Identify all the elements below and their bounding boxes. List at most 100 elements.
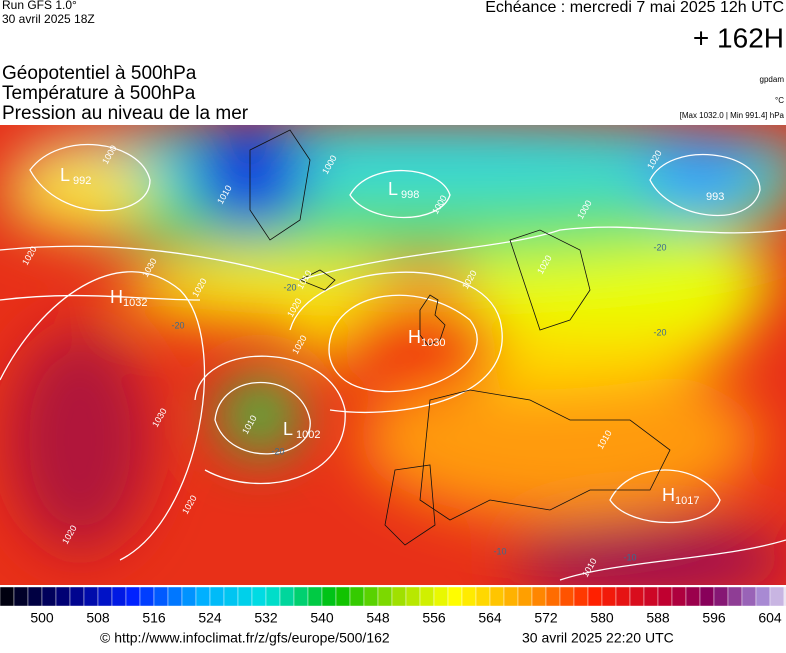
center-letter: H [110,287,123,307]
temperature-label: -20 [283,282,296,292]
colorbar-label: 572 [534,610,558,626]
colorbar-cell [531,586,547,607]
colorbar-cell [405,586,421,607]
center-letter: L [388,179,398,199]
colorbar-cell [503,586,519,607]
colorbar-cell [601,586,617,607]
center-value: 1032 [123,297,147,309]
center-value: 998 [401,189,419,201]
colorbar-cell [363,586,379,607]
colorbar-cell [153,586,169,607]
colorbar-cell [55,586,71,607]
colorbar-label: 556 [422,610,446,626]
colorbar-cell [139,586,155,607]
center-value: 992 [73,175,91,187]
colorbar-cell [251,586,267,607]
colorbar-cell [209,586,225,607]
colorbar-label: 564 [478,610,502,626]
colorbar-cell [419,586,435,607]
temperature-label: -20 [653,327,666,337]
unit: gpdam [760,75,785,84]
colorbar-label: 516 [142,610,166,626]
colorbar-cell [741,586,757,607]
colorbar-cell [755,586,771,607]
colorbar-cell [335,586,351,607]
center-letter: L [283,419,293,439]
colorbar-cell [713,586,729,607]
colorbar-cell [377,586,393,607]
colorbar-label: 580 [590,610,614,626]
colorbar-cell [321,586,337,607]
unit: °C [775,96,784,105]
colorbar-cell [13,586,29,607]
colorbar-cell [97,586,113,607]
colorbar-label: 524 [198,610,222,626]
colorbar-cell [559,586,575,607]
colorbar-cell [279,586,295,607]
footer-url: © http://www.infoclimat.fr/z/gfs/europe/… [100,630,390,646]
temperature-label: -10 [623,552,636,562]
colorbar-cell [265,586,281,607]
temperature-label: -20 [653,242,666,252]
center-value: 1002 [296,429,320,441]
colorbar-cell [167,586,183,607]
echeance: Echéance : mercredi 7 mai 2025 12h UTC [485,0,784,16]
colorbar-cell [573,586,589,607]
colorbar-cell [111,586,127,607]
center-value: 1030 [421,337,445,349]
colorbar-cell [783,586,786,607]
colorbar-label: 596 [702,610,726,626]
colorbar-cell [27,586,43,607]
colorbar-cell [125,586,141,607]
run-date: 30 avril 2025 18Z [2,12,95,26]
field-title: Température à 500hPa [2,83,196,104]
colorbar-label: 540 [310,610,334,626]
colorbar-cell [699,586,715,607]
coastlines [249,129,671,546]
center-letter: H [408,327,421,347]
map [0,125,786,585]
center-letter: H [662,485,675,505]
temperature-label: -10 [493,546,506,556]
colorbar: 500 508 516 524 532 540 548 556 564 572 580 588 596 6… [0,586,786,626]
temperature-label: -20 [171,320,184,330]
colorbar-cell [671,586,687,607]
colorbar-label: 548 [366,610,390,626]
footer-date: 30 avril 2025 22:20 UTC [522,630,674,646]
colorbar-label: 532 [254,610,278,626]
colorbar-cell [69,586,85,607]
colorbar-cell [545,586,561,607]
colorbar-cell [447,586,463,607]
isobars [0,143,786,581]
colorbar-cell [685,586,701,607]
lead-time: + 162H [693,22,784,53]
temperature-label: -20 [271,446,284,456]
field-title: Pression au niveau de la mer [2,103,249,124]
colorbar-cell [0,586,15,607]
colorbar-cell [657,586,673,607]
colorbar-cell [727,586,743,607]
colorbar-cell [223,586,239,607]
colorbar-label: 500 [30,610,54,626]
colorbar-cell [629,586,645,607]
center-value: 993 [706,191,724,203]
colorbar-label: 604 [758,610,782,626]
colorbar-cell [349,586,365,607]
colorbar-cell [237,586,253,607]
colorbar-cell [181,586,197,607]
colorbar-label: 508 [86,610,110,626]
colorbar-cell [615,586,631,607]
colorbar-cell [461,586,477,607]
center-letter: L [60,165,70,185]
colorbar-cell [83,586,99,607]
colorbar-cell [769,586,785,607]
colorbar-cell [517,586,533,607]
colorbar-cell [293,586,309,607]
colorbar-cell [475,586,491,607]
colorbar-cell [489,586,505,607]
colorbar-cell [643,586,659,607]
colorbar-label: 588 [646,610,670,626]
colorbar-cell [41,586,57,607]
run: Run GFS 1.0° [2,0,77,12]
